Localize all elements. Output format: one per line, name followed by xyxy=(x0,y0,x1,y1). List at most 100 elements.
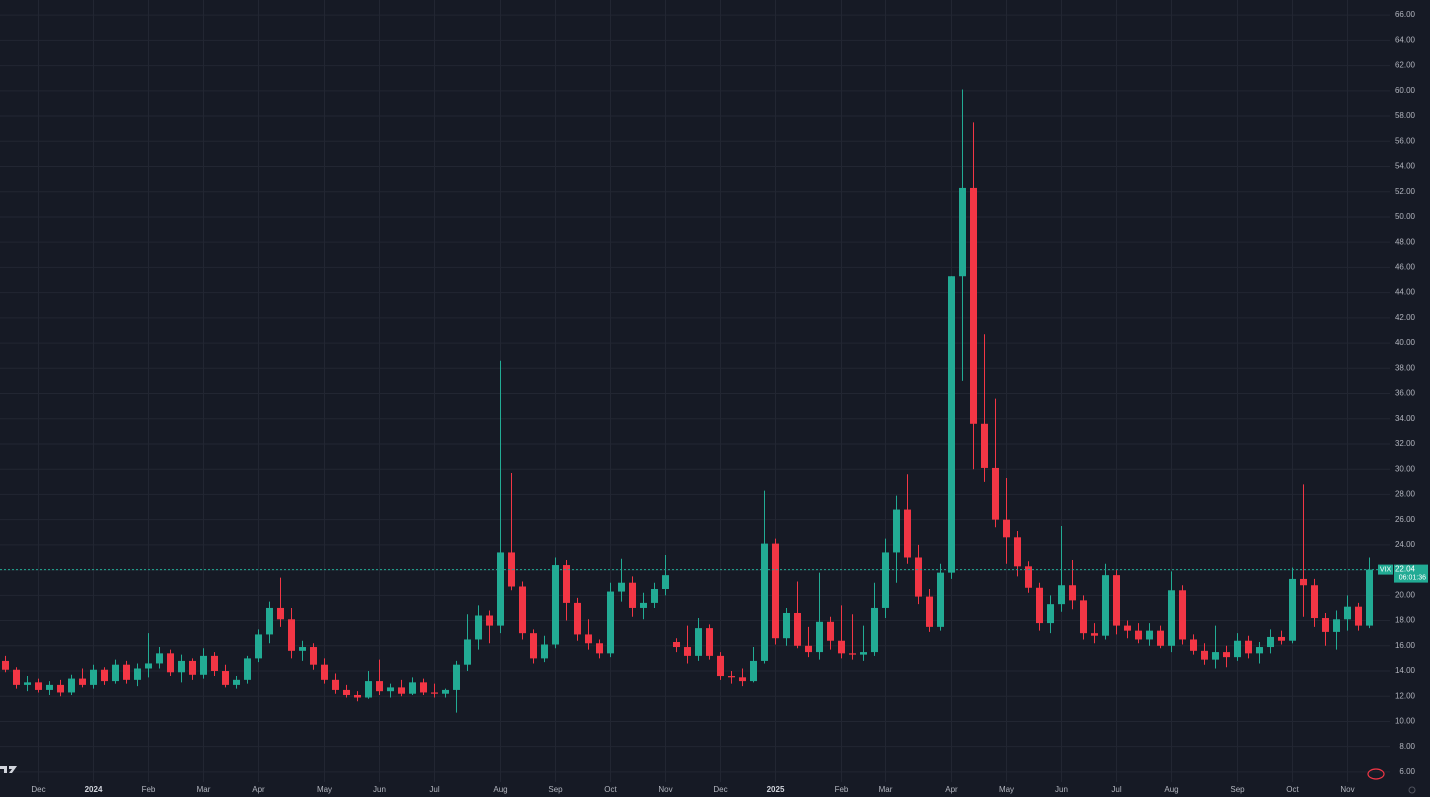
candle-body xyxy=(827,621,834,641)
candle-body xyxy=(332,679,339,690)
candle-body xyxy=(288,619,295,651)
candle-body xyxy=(750,660,757,682)
candle-body xyxy=(871,607,878,653)
y-tick-label: 14.00 xyxy=(1395,666,1416,675)
candle-body xyxy=(222,671,229,685)
candle-body xyxy=(1300,578,1307,586)
candle-body xyxy=(46,684,53,690)
y-tick-label: 18.00 xyxy=(1395,616,1416,625)
candle-body xyxy=(1289,578,1296,641)
candle-body xyxy=(893,509,900,553)
y-tick-label: 26.00 xyxy=(1395,515,1416,524)
candle-body xyxy=(618,582,625,592)
alert-icon[interactable] xyxy=(1367,768,1385,780)
candle-body xyxy=(35,682,42,690)
candle-body xyxy=(1322,618,1329,632)
candle-body xyxy=(992,467,999,520)
y-tick-label: 48.00 xyxy=(1395,237,1416,246)
candle-body xyxy=(1025,566,1032,588)
candle-body xyxy=(519,586,526,634)
auto-scale-icon[interactable] xyxy=(1408,786,1416,794)
y-tick-label: 40.00 xyxy=(1395,338,1416,347)
candle-body xyxy=(1355,606,1362,626)
candle-body xyxy=(541,644,548,659)
y-tick-label: 52.00 xyxy=(1395,187,1416,196)
candle-body xyxy=(310,647,317,665)
y-tick-label: 16.00 xyxy=(1395,641,1416,650)
candle-body xyxy=(255,634,262,659)
axes: 6.00 8.00 10.00 12.00 14.00 16.00 18.00 20.00 22… xyxy=(31,10,1428,794)
candle-body xyxy=(1080,600,1087,634)
candle-body xyxy=(167,653,174,673)
y-tick-label: 46.00 xyxy=(1395,263,1416,272)
candle-body xyxy=(948,276,955,573)
candle-body xyxy=(651,589,658,603)
candle-body xyxy=(1168,590,1175,646)
y-tick-label: 6.00 xyxy=(1399,767,1415,776)
candle-body xyxy=(816,621,823,653)
candle-body xyxy=(772,543,779,639)
candle-body xyxy=(244,658,251,680)
candle-body xyxy=(123,664,130,680)
candle-body xyxy=(1190,639,1197,651)
y-tick-label: 60.00 xyxy=(1395,86,1416,95)
candle-body xyxy=(728,676,735,678)
y-tick-label: 8.00 xyxy=(1399,742,1415,751)
candle-body xyxy=(1223,652,1230,658)
y-tick-label: 28.00 xyxy=(1395,490,1416,499)
candle-body xyxy=(761,543,768,661)
x-tick-label: Feb xyxy=(142,785,156,794)
bottom-icons[interactable] xyxy=(1367,768,1416,794)
candle-body xyxy=(420,682,427,693)
candle-body xyxy=(2,660,9,670)
candle-body xyxy=(1344,606,1351,620)
x-tick-label: Jul xyxy=(1111,785,1121,794)
x-tick-label: Nov xyxy=(658,785,672,794)
candle-body xyxy=(431,692,438,694)
candle-body xyxy=(838,640,845,654)
candle-body xyxy=(783,612,790,639)
x-tick-label: Mar xyxy=(879,785,893,794)
y-tick-label: 66.00 xyxy=(1395,10,1416,19)
candle-body xyxy=(706,628,713,656)
candle-body xyxy=(376,681,383,692)
y-tick-label: 38.00 xyxy=(1395,363,1416,372)
candle-body xyxy=(1069,585,1076,601)
candle-body xyxy=(1135,630,1142,640)
candle-body xyxy=(1091,633,1098,636)
candle-body xyxy=(68,678,75,693)
candle-body xyxy=(112,664,119,682)
candle-body xyxy=(442,689,449,694)
candle-body xyxy=(200,655,207,675)
x-tick-label: Aug xyxy=(1164,785,1178,794)
candle-body xyxy=(90,669,97,685)
candle-body xyxy=(156,653,163,664)
y-tick-label: 64.00 xyxy=(1395,35,1416,44)
symbol-label: VIX xyxy=(1380,566,1392,573)
candle-body xyxy=(629,582,636,608)
candle-body xyxy=(673,641,680,648)
candle-body xyxy=(739,677,746,682)
candle-body xyxy=(937,572,944,627)
x-tick-label: Apr xyxy=(252,785,265,794)
x-tick-label: Sep xyxy=(1230,785,1245,794)
candle-body xyxy=(1003,519,1010,538)
candle-body xyxy=(552,565,559,645)
candle-body xyxy=(926,596,933,627)
candle-body xyxy=(1014,537,1021,567)
candle-body xyxy=(387,687,394,692)
candle-body xyxy=(464,639,471,665)
x-tick-label: Oct xyxy=(604,785,617,794)
candle-body xyxy=(266,607,273,635)
candle-body xyxy=(365,681,372,698)
candle-body xyxy=(860,652,867,655)
grid xyxy=(0,0,1390,782)
candle-body xyxy=(178,660,185,673)
x-tick-label: Dec xyxy=(31,785,45,794)
candle-body xyxy=(134,668,141,680)
candle-body xyxy=(1146,630,1153,640)
y-tick-label: 24.00 xyxy=(1395,540,1416,549)
candle-body xyxy=(1234,640,1241,658)
